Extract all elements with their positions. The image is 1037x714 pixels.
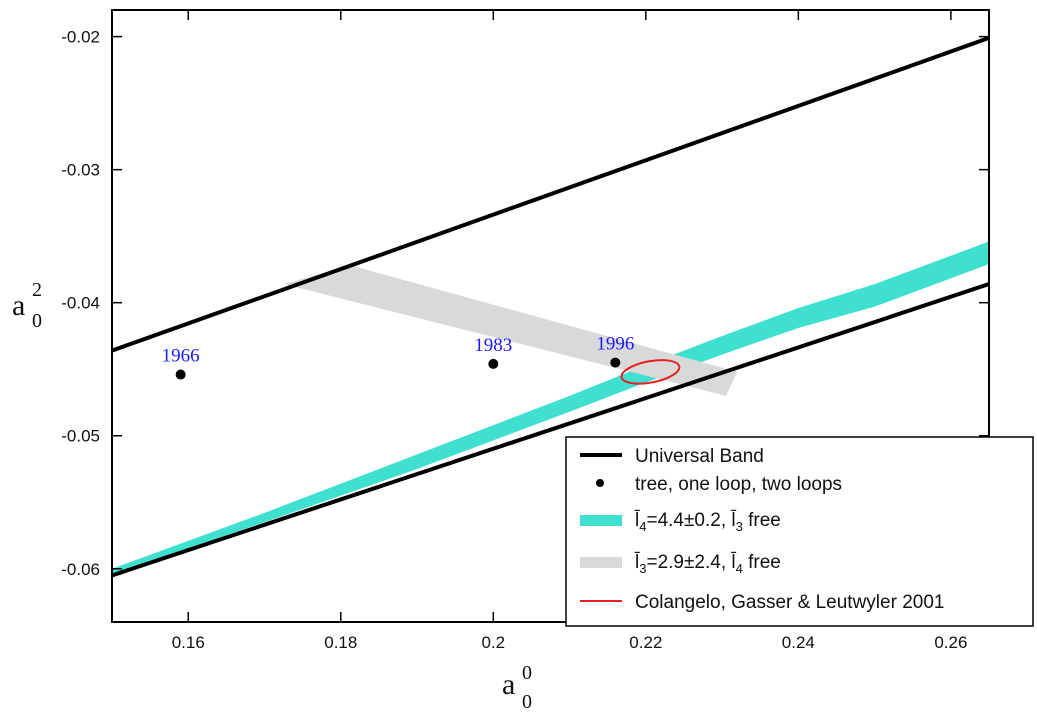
y-tick-label: -0.06	[61, 560, 100, 579]
y-tick-label: -0.05	[61, 427, 100, 446]
legend-label-ellipse: Colangelo, Gasser & Leutwyler 2001	[635, 592, 944, 613]
ellipse-layer	[620, 359, 681, 385]
plot-frame	[111, 9, 990, 623]
legend-swatch-l3-band	[580, 557, 622, 568]
cgl-2001-ellipse	[620, 359, 681, 385]
point-label-1996: 1996	[596, 334, 634, 355]
bands-layer	[112, 241, 989, 575]
points-layer: 1966 1983 1996	[162, 334, 634, 380]
point-1983	[488, 358, 499, 369]
legend: Universal Band tree, one loop, two loops…	[565, 436, 1034, 627]
y-axis-label: a 2 0	[12, 279, 42, 332]
universal-band-upper-line	[112, 36, 989, 353]
x-tick-label: 0.24	[782, 633, 815, 652]
x-tick-label: 0.26	[934, 633, 967, 652]
lines-layer	[112, 36, 989, 578]
band-l4	[112, 241, 989, 575]
x-axis-label-superscript: 0	[522, 662, 532, 684]
x-axis-label-base: a	[502, 668, 515, 701]
x-axis-label-subscript: 0	[522, 691, 532, 713]
legend-label-l4-band: l̄4=4.4±0.2, l̄3 free	[634, 510, 781, 534]
y-tick-label: -0.04	[61, 294, 100, 313]
legend-label-l3-band: l̄3=2.9±2.4, l̄4 free	[634, 552, 781, 576]
x-tick-label: 0.16	[172, 633, 205, 652]
x-ticks: 0.16 0.18 0.2 0.22 0.24 0.26	[172, 10, 967, 652]
point-label-1983: 1983	[474, 335, 512, 356]
y-axis-label-subscript: 0	[32, 310, 42, 332]
point-1966	[175, 369, 186, 380]
y-ticks: -0.06 -0.05 -0.04 -0.03 -0.02	[61, 28, 989, 579]
legend-swatch-l4-band	[580, 515, 622, 526]
universal-band-lower-line	[112, 282, 989, 578]
legend-swatch-points	[596, 479, 604, 487]
y-tick-label: -0.02	[61, 28, 100, 47]
x-tick-label: 0.22	[629, 633, 662, 652]
y-axis-label-superscript: 2	[32, 279, 42, 301]
band-l3	[283, 265, 738, 396]
point-label-1966: 1966	[162, 346, 200, 367]
y-axis-label-base: a	[12, 289, 25, 322]
y-tick-label: -0.03	[61, 161, 100, 180]
legend-label-points: tree, one loop, two loops	[635, 474, 842, 495]
x-tick-label: 0.18	[324, 633, 357, 652]
x-tick-label: 0.2	[481, 633, 505, 652]
legend-box	[565, 436, 1034, 627]
legend-label-universal-band: Universal Band	[635, 446, 764, 467]
point-1996	[610, 357, 621, 368]
x-axis-label: a 0 0	[502, 662, 532, 713]
